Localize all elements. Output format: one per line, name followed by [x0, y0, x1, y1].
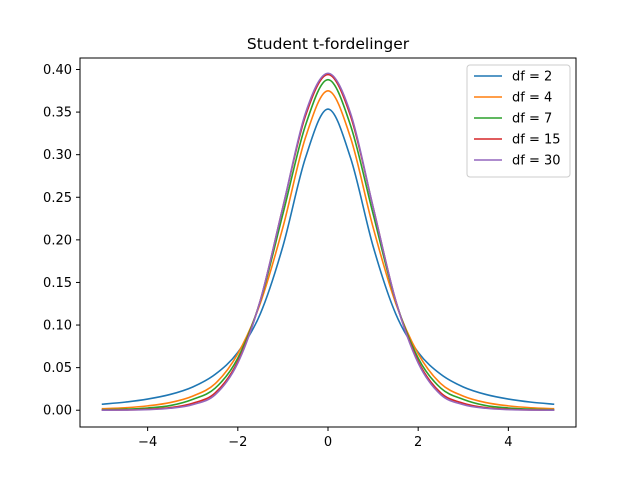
y-tick-label: 0.30 [43, 148, 72, 163]
legend-label-4: df = 30 [512, 154, 561, 169]
y-tick-label: 0.40 [43, 63, 72, 78]
series-line-0 [101, 108, 555, 406]
y-tick-label: 0.20 [43, 233, 72, 248]
y-tick-label: 0.10 [43, 319, 72, 334]
series-line-4 [101, 72, 555, 412]
y-tick-label: 0.05 [43, 361, 72, 376]
y-tick-label: 0.35 [43, 106, 72, 121]
series-line-2 [101, 78, 555, 411]
legend-label-2: df = 7 [512, 112, 552, 127]
x-tick-label: 2 [414, 435, 422, 450]
x-tick-label: −4 [138, 435, 157, 450]
legend-label-0: df = 2 [512, 70, 552, 85]
series-line-1 [101, 89, 555, 410]
legend-label-1: df = 4 [512, 91, 552, 106]
y-axis: 0.00 0.05 0.10 0.15 0.20 0.25 0.30 0.35 0.40 [43, 63, 80, 419]
x-tick-label: −2 [228, 435, 247, 450]
x-axis: −4 −2 0 2 4 [138, 427, 513, 450]
y-tick-label: 0.25 [43, 191, 72, 206]
legend-box [466, 64, 571, 178]
y-tick-label: 0.00 [43, 404, 72, 419]
x-tick-label: 4 [504, 435, 512, 450]
y-tick-label: 0.15 [43, 276, 72, 291]
series-layer [101, 72, 555, 412]
series-line-3 [101, 73, 555, 411]
legend: df = 2 df = 4 df = 7 df = 15 df = 30 [466, 64, 571, 178]
chart-title: Student t-fordelinger [247, 35, 410, 53]
legend-label-3: df = 15 [512, 133, 561, 148]
x-tick-label: 0 [324, 435, 332, 450]
